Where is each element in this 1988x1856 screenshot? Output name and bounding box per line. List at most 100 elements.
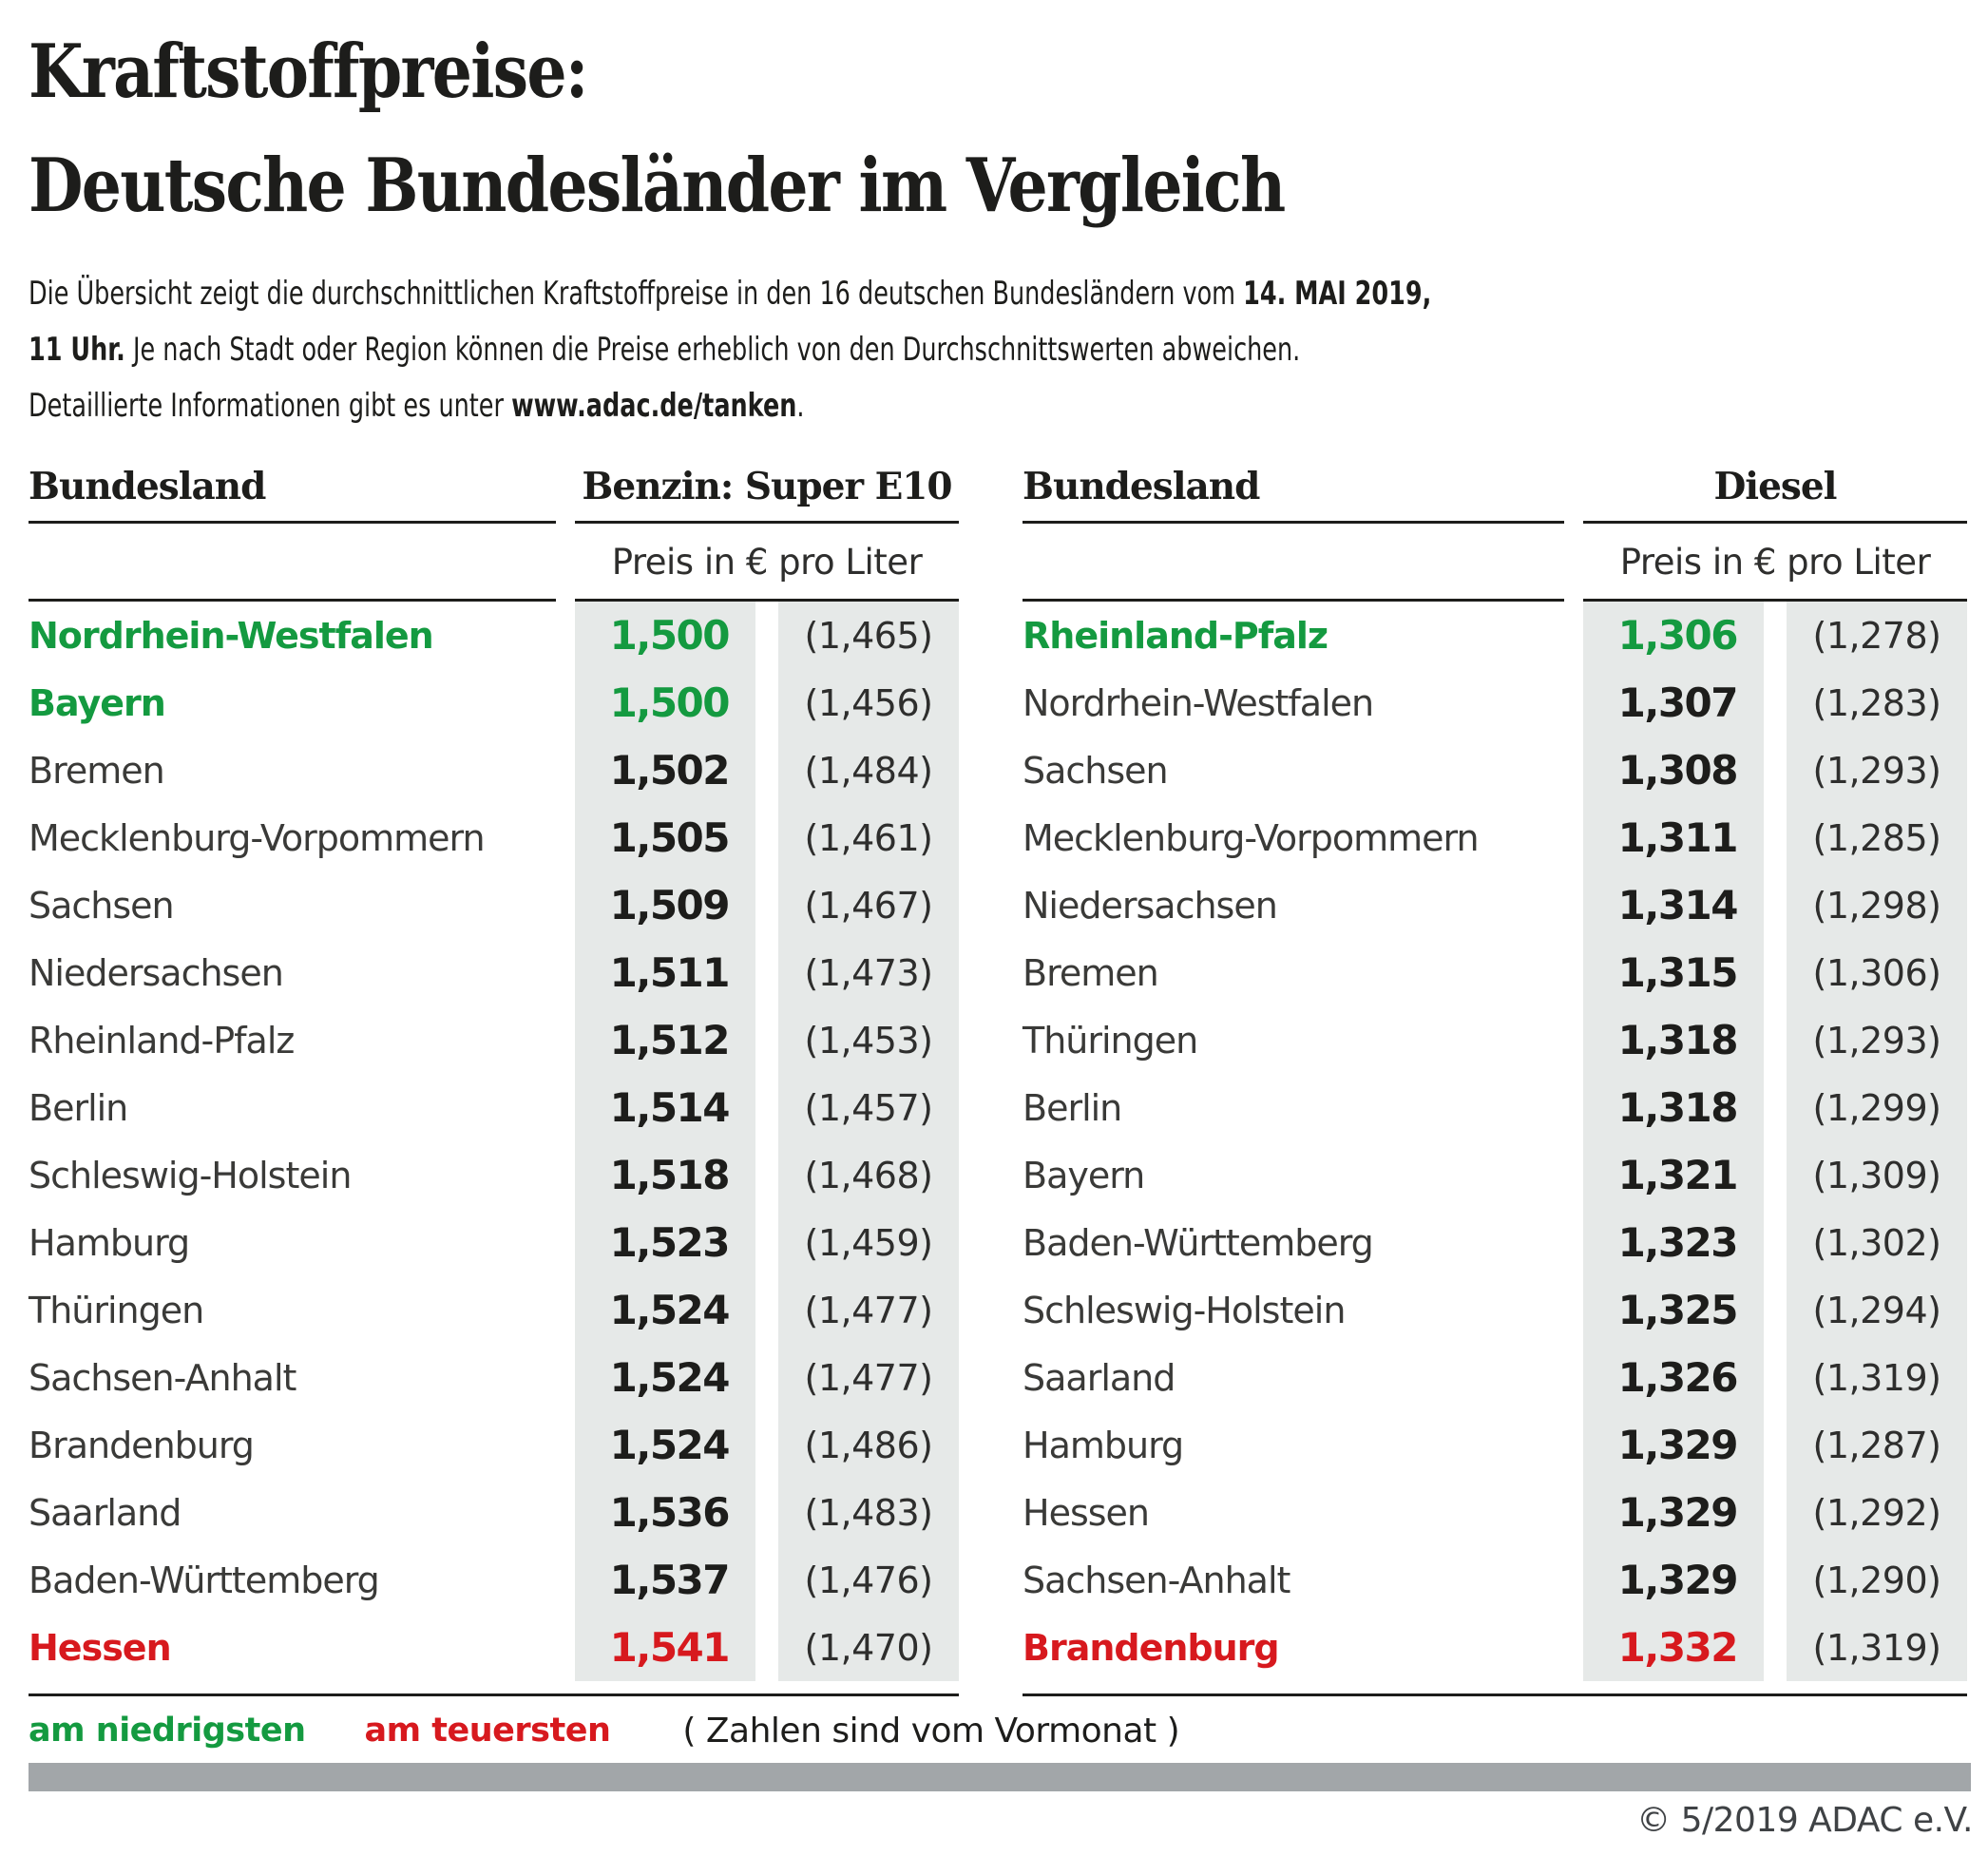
state-name: Brandenburg [29, 1424, 255, 1466]
price-table: Bundesland Diesel Preis in € pro Liter R… [1023, 465, 1967, 1696]
legend-highest-label: am teuersten [364, 1712, 611, 1750]
price-current: 1,502 [575, 737, 755, 804]
intro-regular-text: Detaillierte Informationen gibt es unter [29, 387, 512, 425]
divider-segment [29, 521, 556, 524]
footer-bar [29, 1763, 1971, 1791]
bottom-divider [1023, 1693, 1967, 1696]
table-row: Nordrhein-Westfalen 1,307 (1,283) [1023, 669, 1967, 737]
price-current: 1,523 [575, 1209, 755, 1276]
table-row: Mecklenburg-Vorpommern 1,505 (1,461) [29, 804, 959, 871]
state-name: Brandenburg [1023, 1626, 1280, 1669]
price-current: 1,524 [575, 1276, 755, 1344]
state-name: Nordrhein-Westfalen [1023, 681, 1374, 724]
divider-segment [1023, 599, 1564, 602]
price-previous: (1,483) [778, 1479, 959, 1546]
state-name: Sachsen [29, 884, 175, 927]
price-current: 1,505 [575, 804, 755, 871]
state-name: Saarland [1023, 1356, 1176, 1399]
infographic-page: Kraftstoffpreise: Deutsche Bundesländer … [0, 15, 1988, 1856]
price-current: 1,500 [575, 602, 755, 669]
page-title: Kraftstoffpreise: Deutsche Bundesländer … [29, 15, 1670, 243]
price-current: 1,318 [1583, 1074, 1764, 1141]
divider-segment [1583, 599, 1967, 602]
unit-label: Preis in € pro Liter [1619, 542, 1931, 583]
price-previous: (1,468) [778, 1141, 959, 1209]
price-previous: (1,484) [778, 737, 959, 804]
price-current: 1,325 [1583, 1276, 1764, 1344]
price-current: 1,524 [575, 1344, 755, 1411]
divider-segment [29, 599, 556, 602]
intro-regular-text: . [796, 387, 805, 425]
intro-bold-text: www.adac.de/tanken [511, 387, 797, 425]
state-name: Niedersachsen [1023, 884, 1278, 927]
price-previous: (1,285) [1787, 804, 1967, 871]
table-row: Saarland 1,536 (1,483) [29, 1479, 959, 1546]
state-name: Rheinland-Pfalz [29, 1019, 295, 1062]
table-row: Schleswig-Holstein 1,518 (1,468) [29, 1141, 959, 1209]
state-name: Hessen [1023, 1491, 1150, 1534]
divider-segment [1023, 521, 1564, 524]
copyright-text: © 5/2019 ADAC e.V. [1636, 1801, 1973, 1840]
state-name: Berlin [1023, 1086, 1122, 1129]
price-previous: (1,306) [1787, 939, 1967, 1006]
table-row: Thüringen 1,524 (1,477) [29, 1276, 959, 1344]
price-previous: (1,287) [1787, 1411, 1967, 1479]
table-rows: Nordrhein-Westfalen 1,500 (1,465) Bayern 1,5… [29, 602, 959, 1681]
price-current: 1,315 [1583, 939, 1764, 1006]
table-subheader: Preis in € pro Liter [1023, 542, 1967, 583]
table-row: Niedersachsen 1,511 (1,473) [29, 939, 959, 1006]
price-current: 1,329 [1583, 1479, 1764, 1546]
state-name: Rheinland-Pfalz [1023, 614, 1329, 657]
title-line-1: Kraftstoffpreise: [29, 29, 588, 115]
table-row: Sachsen-Anhalt 1,524 (1,477) [29, 1344, 959, 1411]
price-previous: (1,302) [1787, 1209, 1967, 1276]
table-row: Mecklenburg-Vorpommern 1,311 (1,285) [1023, 804, 1967, 871]
price-previous: (1,299) [1787, 1074, 1967, 1141]
price-previous: (1,470) [778, 1614, 959, 1681]
state-name: Bremen [29, 749, 165, 792]
price-previous: (1,477) [778, 1276, 959, 1344]
price-previous: (1,319) [1787, 1344, 1967, 1411]
table-row: Sachsen 1,308 (1,293) [1023, 737, 1967, 804]
price-previous: (1,319) [1787, 1614, 1967, 1681]
price-previous: (1,461) [778, 804, 959, 871]
price-previous: (1,293) [1787, 737, 1967, 804]
subheader-divider [29, 599, 959, 602]
price-previous: (1,292) [1787, 1479, 1967, 1546]
state-name: Nordrhein-Westfalen [29, 614, 434, 657]
table-row: Hessen 1,329 (1,292) [1023, 1479, 1967, 1546]
price-current: 1,512 [575, 1006, 755, 1074]
price-previous: (1,298) [1787, 871, 1967, 939]
price-previous: (1,457) [778, 1074, 959, 1141]
price-current: 1,332 [1583, 1614, 1764, 1681]
price-current: 1,514 [575, 1074, 755, 1141]
price-previous: (1,476) [778, 1546, 959, 1614]
price-current: 1,306 [1583, 602, 1764, 669]
state-name: Sachsen-Anhalt [29, 1356, 296, 1399]
price-previous: (1,467) [778, 871, 959, 939]
intro-line: 11 Uhr. Je nach Stadt oder Region können… [29, 322, 1477, 378]
price-current: 1,311 [1583, 804, 1764, 871]
state-name: Baden-Württemberg [29, 1559, 380, 1601]
bottom-divider [29, 1693, 959, 1696]
table-row: Hamburg 1,329 (1,287) [1023, 1411, 1967, 1479]
price-current: 1,518 [575, 1141, 755, 1209]
state-name: Schleswig-Holstein [29, 1154, 352, 1196]
state-name: Saarland [29, 1491, 182, 1534]
table-row: Bayern 1,500 (1,456) [29, 669, 959, 737]
table-row: Bremen 1,315 (1,306) [1023, 939, 1967, 1006]
table-row: Nordrhein-Westfalen 1,500 (1,465) [29, 602, 959, 669]
column-header-fuel-benzin: Benzin: Super E10 [582, 465, 952, 508]
table-row: Sachsen-Anhalt 1,329 (1,290) [1023, 1546, 1967, 1614]
state-name: Hamburg [29, 1221, 190, 1264]
state-name: Sachsen-Anhalt [1023, 1559, 1290, 1601]
divider-segment [575, 521, 959, 524]
price-previous: (1,453) [778, 1006, 959, 1074]
table-row: Berlin 1,318 (1,299) [1023, 1074, 1967, 1141]
table-row: Hessen 1,541 (1,470) [29, 1614, 959, 1681]
price-previous: (1,290) [1787, 1546, 1967, 1614]
state-name: Mecklenburg-Vorpommern [1023, 816, 1480, 859]
intro-line: Die Übersicht zeigt die durchschnittlich… [29, 266, 1477, 322]
price-previous: (1,293) [1787, 1006, 1967, 1074]
price-current: 1,511 [575, 939, 755, 1006]
